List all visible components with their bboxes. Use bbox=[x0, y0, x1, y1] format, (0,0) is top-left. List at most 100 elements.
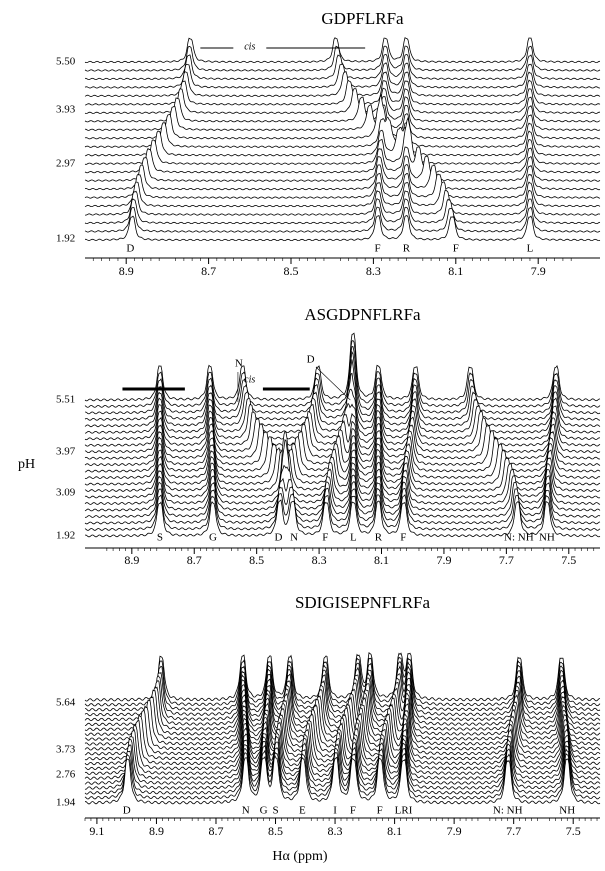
peak-label: D bbox=[126, 243, 134, 255]
ph-label: 3.73 bbox=[56, 744, 76, 756]
trace bbox=[84, 428, 601, 467]
peak-label: I bbox=[333, 805, 337, 817]
trace bbox=[84, 350, 601, 421]
ph-label: 3.09 bbox=[56, 487, 76, 499]
peak-label: R bbox=[403, 243, 411, 255]
trace bbox=[84, 732, 601, 780]
ph-label: 5.64 bbox=[56, 697, 76, 709]
annotation: cis bbox=[244, 374, 255, 385]
trace bbox=[84, 464, 601, 512]
trace bbox=[84, 45, 601, 72]
peak-label: F bbox=[377, 805, 383, 817]
ph-label: 2.76 bbox=[56, 769, 76, 781]
x-tick-label: 8.5 bbox=[284, 264, 299, 278]
ph-label: 3.97 bbox=[56, 446, 76, 458]
peak-label: L bbox=[527, 243, 534, 255]
x-tick-label: 8.3 bbox=[366, 264, 381, 278]
y-axis-label: pH bbox=[18, 457, 35, 472]
x-tick-label: 7.9 bbox=[436, 553, 451, 567]
trace bbox=[84, 438, 601, 505]
trace bbox=[84, 206, 601, 233]
trace bbox=[84, 117, 601, 148]
trace bbox=[85, 215, 601, 242]
x-tick-label: 8.7 bbox=[201, 264, 216, 278]
trace bbox=[84, 726, 601, 775]
peak-label: D bbox=[275, 532, 283, 544]
ph-label: 2.97 bbox=[56, 158, 76, 170]
trace bbox=[84, 711, 601, 761]
peak-label: F bbox=[400, 532, 406, 544]
x-axis-label: Hα (ppm) bbox=[272, 849, 327, 864]
trace bbox=[84, 340, 601, 408]
trace bbox=[84, 116, 601, 165]
annotation-line bbox=[315, 366, 351, 401]
x-tick-label: 8.9 bbox=[149, 824, 164, 838]
ph-label: 5.51 bbox=[56, 394, 75, 406]
x-tick-label: 7.7 bbox=[499, 553, 514, 567]
trace bbox=[84, 155, 601, 182]
trace bbox=[84, 420, 601, 460]
peak-label: LRI bbox=[395, 805, 413, 817]
ph-label: 1.92 bbox=[56, 530, 75, 542]
ph-label: 5.50 bbox=[56, 56, 76, 68]
peak-label: G bbox=[209, 532, 217, 544]
trace bbox=[84, 172, 601, 199]
trace bbox=[84, 660, 601, 712]
x-tick-label: 7.5 bbox=[561, 553, 576, 567]
peak-label: N bbox=[290, 532, 298, 544]
peak-label: R bbox=[375, 532, 383, 544]
peak-label: F bbox=[350, 805, 356, 817]
trace bbox=[84, 720, 601, 771]
trace bbox=[85, 189, 601, 216]
peak-label: F bbox=[453, 243, 459, 255]
ph-label: 1.92 bbox=[56, 233, 75, 245]
trace bbox=[84, 62, 600, 89]
trace-fill bbox=[85, 71, 600, 98]
trace bbox=[84, 492, 601, 531]
trace bbox=[84, 716, 601, 766]
peak-label: F bbox=[374, 243, 380, 255]
trace bbox=[84, 346, 601, 415]
trace-fill bbox=[85, 745, 600, 796]
x-tick-label: 8.5 bbox=[249, 553, 264, 567]
trace bbox=[84, 164, 601, 191]
x-tick-label: 8.1 bbox=[448, 264, 463, 278]
trace bbox=[84, 79, 601, 106]
trace bbox=[84, 146, 601, 174]
annotation: cis bbox=[244, 41, 255, 52]
trace bbox=[84, 181, 601, 208]
trace bbox=[84, 656, 601, 707]
trace bbox=[84, 37, 601, 64]
annotation: N bbox=[235, 358, 243, 370]
peak-label: L bbox=[350, 532, 357, 544]
x-tick-label: 9.1 bbox=[89, 824, 104, 838]
peak-label: N bbox=[242, 805, 250, 817]
x-tick-label: 8.7 bbox=[208, 824, 223, 838]
peak-label: N: NH bbox=[493, 805, 523, 817]
trace bbox=[84, 486, 601, 525]
trace-fill bbox=[85, 727, 600, 776]
peak-label: G bbox=[260, 805, 268, 817]
panel-title: ASGDPNFLRFa bbox=[304, 305, 421, 324]
trace bbox=[84, 477, 601, 518]
x-tick-label: 8.9 bbox=[119, 264, 134, 278]
trace bbox=[84, 754, 601, 805]
x-tick-label: 7.9 bbox=[447, 824, 462, 838]
trace bbox=[84, 197, 601, 225]
trace bbox=[84, 94, 601, 140]
trace bbox=[84, 652, 601, 702]
peak-label: S bbox=[272, 805, 278, 817]
trace bbox=[84, 434, 601, 473]
spectra bbox=[84, 37, 601, 242]
spectra bbox=[84, 652, 601, 805]
x-tick-label: 7.5 bbox=[566, 824, 581, 838]
peak-label: F bbox=[322, 532, 328, 544]
x-tick-label: 8.3 bbox=[328, 824, 343, 838]
x-tick-label: 7.9 bbox=[531, 264, 546, 278]
x-tick-label: 8.5 bbox=[268, 824, 283, 838]
trace-fill bbox=[85, 215, 600, 242]
x-tick-label: 7.7 bbox=[506, 824, 521, 838]
annotation: D bbox=[307, 354, 315, 366]
trace bbox=[84, 70, 601, 98]
